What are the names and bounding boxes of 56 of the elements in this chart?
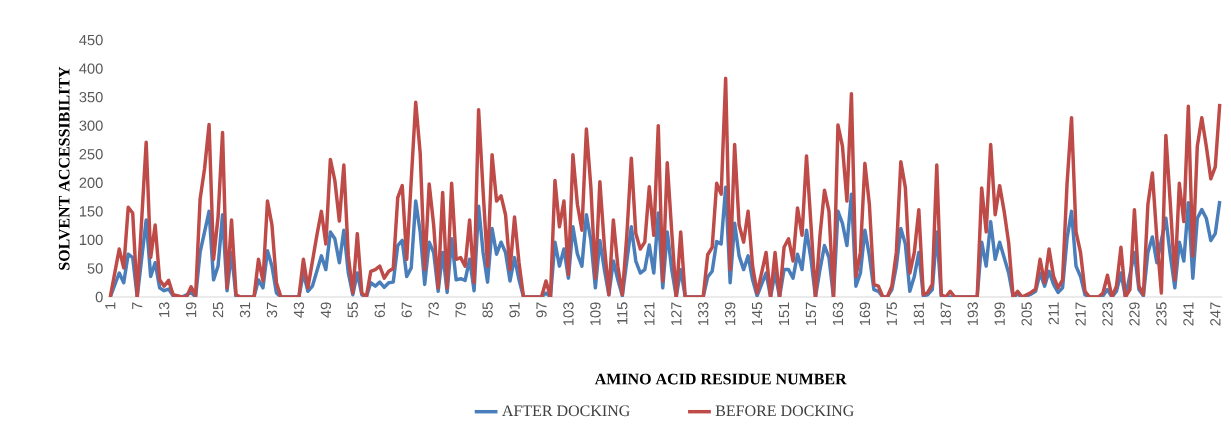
x-tick-label: 25 (212, 302, 224, 318)
x-tick-label: 97 (536, 302, 547, 318)
x-tick-label: 49 (320, 302, 332, 318)
x-tick-label: 73 (428, 302, 439, 318)
y-tick-label: 50 (87, 263, 103, 274)
y-tick-label: 100 (79, 234, 103, 246)
x-tick-label: 157 (805, 302, 817, 326)
y-tick-label: 200 (79, 177, 103, 188)
x-tick-label: 31 (239, 302, 251, 318)
x-tick-label: 121 (644, 302, 655, 326)
x-tick-label: 127 (671, 302, 682, 326)
x-tick-label: 109 (590, 302, 601, 326)
x-tick-label: 247 (1210, 302, 1221, 326)
x-tick-label: 103 (563, 302, 574, 326)
x-tick-label: 133 (698, 302, 709, 326)
x-tick-label: 55 (347, 302, 358, 318)
x-tick-label: 43 (293, 302, 305, 318)
x-tick-label: 85 (482, 302, 493, 318)
x-tick-label: 211 (1048, 302, 1059, 325)
legend-label: AFTER DOCKING (502, 405, 630, 417)
x-tick-label: 235 (1156, 302, 1167, 326)
x-tick-label: 145 (751, 302, 763, 326)
y-tick-label: 150 (79, 206, 103, 217)
x-tick-label: 1 (105, 302, 116, 309)
x-tick-label: 163 (832, 302, 844, 326)
x-tick-label: 19 (185, 302, 197, 317)
x-tick-label: 187 (940, 302, 951, 326)
x-tick-label: 139 (724, 302, 736, 326)
y-tick-label: 450 (79, 34, 103, 46)
x-tick-label: 241 (1183, 302, 1194, 326)
x-tick-label: 229 (1129, 302, 1140, 326)
x-tick-label: 169 (859, 302, 871, 326)
x-tick-label: 61 (374, 302, 385, 318)
y-axis-title: SOLVENT ACCESSIBILITY (58, 66, 70, 270)
x-tick-label: 37 (266, 302, 278, 318)
x-tick-label: 199 (994, 302, 1005, 326)
x-tick-label: 193 (967, 302, 978, 326)
x-tick-label: 79 (455, 302, 466, 318)
y-tick-label: 300 (79, 120, 103, 131)
x-tick-label: 175 (886, 302, 897, 326)
x-tick-label: 223 (1102, 302, 1113, 326)
x-tick-label: 7 (132, 302, 143, 310)
x-tick-label: 67 (401, 302, 412, 318)
legend-label: BEFORE DOCKING (715, 405, 854, 417)
x-tick-label: 151 (778, 302, 790, 326)
x-tick-label: 205 (1021, 302, 1032, 326)
y-tick-label: 250 (79, 149, 103, 160)
y-tick-label: 400 (79, 63, 103, 74)
y-tick-label: 350 (79, 91, 103, 103)
x-tick-label: 115 (617, 302, 628, 324)
y-tick-label: 0 (95, 291, 103, 303)
x-tick-label: 13 (158, 302, 170, 317)
x-tick-label: 217 (1075, 302, 1086, 326)
x-axis-title: AMINO ACID RESIDUE NUMBER (594, 373, 847, 385)
x-tick-label: 181 (913, 302, 924, 326)
x-tick-label: 91 (509, 302, 520, 318)
